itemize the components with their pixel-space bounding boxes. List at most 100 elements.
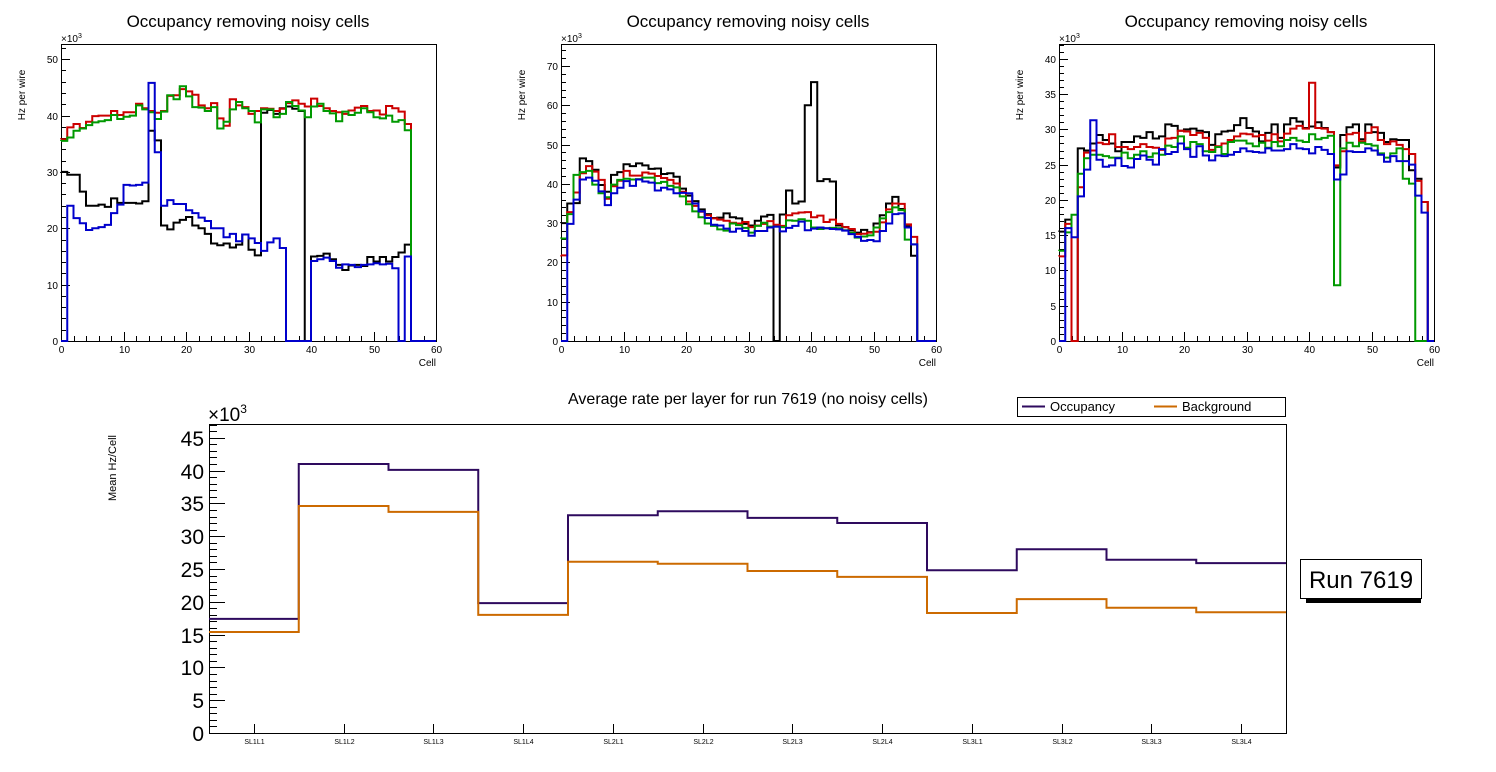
y-tick-label: 20 xyxy=(1045,196,1057,207)
x-tick-label: 20 xyxy=(681,345,693,356)
y-tick-label: 0 xyxy=(192,723,204,746)
y-tick-label: 0 xyxy=(1050,337,1056,348)
x-category-label: SL2L3 xyxy=(782,739,802,746)
run-label-box: Run 7619 xyxy=(1300,559,1422,603)
y-tick-label: 35 xyxy=(1045,90,1057,101)
x-category-label: SL3L1 xyxy=(962,739,982,746)
x-tick-label: 30 xyxy=(244,345,256,356)
x-tick-label: 0 xyxy=(59,345,65,356)
y-tick-label: 30 xyxy=(47,168,59,179)
x-tick-label: 60 xyxy=(931,345,943,356)
avg-series-occupancy xyxy=(209,463,1286,620)
legend: Occupancy Background xyxy=(1017,397,1286,417)
x-tick-label: 60 xyxy=(1429,345,1441,356)
x-tick-label: 50 xyxy=(1367,345,1379,356)
x-category-label: SL1L1 xyxy=(244,739,264,746)
histogram-series-layer-3 xyxy=(1058,133,1434,342)
avg-ylabel: Mean Hz/Cell xyxy=(107,435,119,501)
y-tick-label: 60 xyxy=(547,101,559,112)
y-tick-label: 35 xyxy=(181,493,204,516)
run-label-frame xyxy=(1300,559,1422,599)
y-tick-label: 30 xyxy=(547,219,559,230)
avg-title: Average rate per layer for run 7619 (no … xyxy=(568,391,928,408)
y-tick-label: 45 xyxy=(181,428,204,451)
plot-frame xyxy=(209,424,1287,734)
avg-multiplier: ×103 xyxy=(208,402,247,426)
x-tick-label: 20 xyxy=(181,345,193,356)
y-tick-label: 30 xyxy=(1045,125,1057,136)
y-tick-label: 40 xyxy=(1045,55,1057,66)
histogram-series-layer-4 xyxy=(561,176,936,342)
histogram-series-layer-2 xyxy=(60,88,436,342)
y-tick-label: 25 xyxy=(1045,161,1057,172)
legend-label-background: Background xyxy=(1182,399,1251,414)
panel-3-multiplier: ×103 xyxy=(1059,33,1080,45)
histogram-series-layer-1 xyxy=(1058,117,1434,342)
x-tick-label: 0 xyxy=(1057,345,1063,356)
occupancy-panel-1: Occupancy removing noisy cells Hz per wi… xyxy=(17,12,442,369)
avg-series-background xyxy=(209,505,1286,633)
run-label-text: Run 7619 xyxy=(1309,567,1413,594)
y-tick-label: 20 xyxy=(547,258,559,269)
x-tick-label: 30 xyxy=(1242,345,1254,356)
x-category-label: SL3L2 xyxy=(1052,739,1072,746)
x-tick-label: 50 xyxy=(869,345,881,356)
panel-1-ylabel: Hz per wire xyxy=(17,69,28,120)
average-rate-panel: Average rate per layer for run 7619 (no … xyxy=(107,391,1422,746)
x-tick-label: 40 xyxy=(306,345,318,356)
legend-box xyxy=(1017,397,1286,417)
y-tick-label: 10 xyxy=(181,657,204,680)
plot-frame xyxy=(1059,44,1435,342)
y-tick-label: 40 xyxy=(47,112,59,123)
histogram-series-layer-3 xyxy=(560,169,936,342)
panel-3-ylabel: Hz per wire xyxy=(1015,69,1026,120)
plot-frame xyxy=(61,44,437,342)
histogram-series-layer-1 xyxy=(61,105,436,342)
occupancy-panel-3: Occupancy removing noisy cells Hz per wi… xyxy=(1015,12,1440,369)
x-category-label: SL3L3 xyxy=(1141,739,1161,746)
x-tick-label: 10 xyxy=(619,345,631,356)
x-tick-label: 50 xyxy=(369,345,381,356)
x-tick-label: 40 xyxy=(1304,345,1316,356)
y-tick-label: 50 xyxy=(547,141,559,152)
y-tick-label: 5 xyxy=(192,690,204,713)
histogram-series-layer-4 xyxy=(61,81,436,342)
x-category-label: SL2L1 xyxy=(603,739,623,746)
x-tick-label: 30 xyxy=(744,345,756,356)
x-tick-label: 10 xyxy=(119,345,131,356)
y-tick-label: 15 xyxy=(181,625,204,648)
y-tick-label: 20 xyxy=(181,592,204,615)
panel-1-title: Occupancy removing noisy cells xyxy=(127,12,370,31)
x-tick-label: 60 xyxy=(431,345,443,356)
y-tick-label: 0 xyxy=(52,337,58,348)
x-category-label: SL1L4 xyxy=(513,739,533,746)
panel-2-multiplier: ×103 xyxy=(561,33,582,45)
panel-2-ylabel: Hz per wire xyxy=(517,69,528,120)
panel-1-multiplier: ×103 xyxy=(61,33,82,45)
x-category-label: SL2L4 xyxy=(872,739,892,746)
y-tick-label: 30 xyxy=(181,526,204,549)
histogram-series-layer-4 xyxy=(1059,119,1434,342)
y-tick-label: 40 xyxy=(181,461,204,484)
y-tick-label: 70 xyxy=(547,62,559,73)
panel-3-title: Occupancy removing noisy cells xyxy=(1125,12,1368,31)
y-tick-label: 0 xyxy=(552,337,558,348)
histogram-series-layer-2 xyxy=(1058,81,1434,342)
y-tick-label: 40 xyxy=(547,180,559,191)
panel-2-title: Occupancy removing noisy cells xyxy=(627,12,870,31)
x-tick-label: 20 xyxy=(1179,345,1191,356)
histogram-series-layer-3 xyxy=(60,85,436,342)
x-category-label: SL1L2 xyxy=(334,739,354,746)
y-tick-label: 25 xyxy=(181,559,204,582)
y-tick-label: 5 xyxy=(1050,302,1056,313)
y-tick-label: 10 xyxy=(1045,266,1057,277)
panel-2-xlabel: Cell xyxy=(919,358,936,369)
y-tick-label: 20 xyxy=(47,224,59,235)
legend-label-occupancy: Occupancy xyxy=(1050,399,1116,414)
x-category-label: SL1L3 xyxy=(423,739,443,746)
occupancy-panel-2: Occupancy removing noisy cells Hz per wi… xyxy=(517,12,942,369)
y-tick-label: 10 xyxy=(547,298,559,309)
y-tick-label: 15 xyxy=(1045,231,1057,242)
panel-3-xlabel: Cell xyxy=(1417,358,1434,369)
